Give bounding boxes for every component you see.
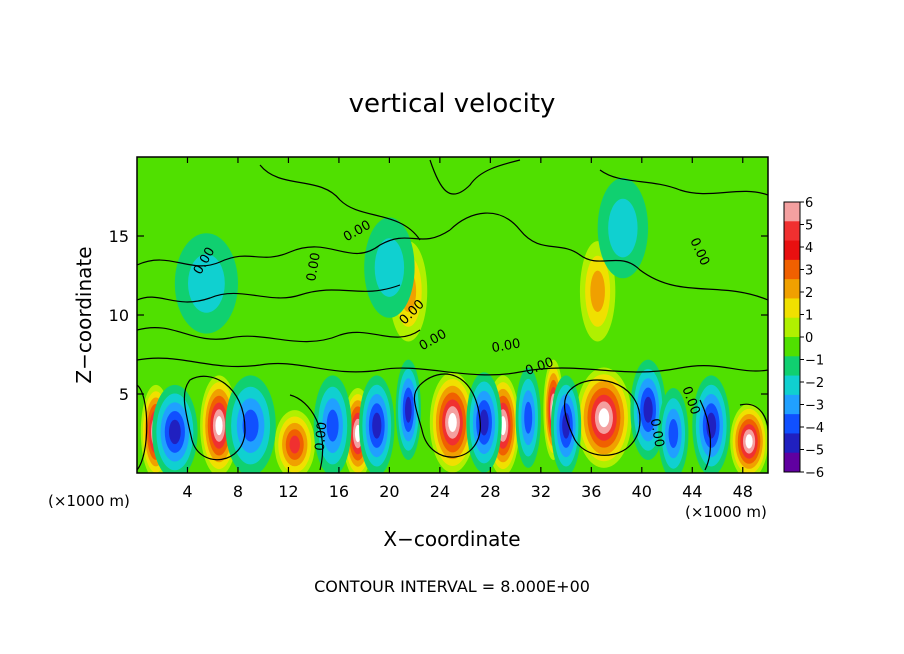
contour-label: 0.00	[647, 417, 667, 448]
x-tick-label: 16	[329, 482, 349, 501]
chart-title: vertical velocity	[349, 89, 556, 119]
velocity-cell-level	[289, 435, 300, 454]
colorbar-tick-label: 6	[805, 196, 813, 211]
x-unit-label: (×1000 m)	[685, 503, 767, 521]
contour-label: 0.00	[313, 421, 330, 451]
y-tick-label: 5	[119, 385, 129, 404]
colorbar-swatch	[784, 317, 800, 338]
colorbar-swatch	[784, 394, 800, 415]
colorbar-swatch	[784, 259, 800, 280]
velocity-cell	[576, 367, 632, 468]
colorbar-tick-label: −5	[805, 444, 824, 459]
colorbar-tick-label: −4	[805, 421, 824, 436]
x-tick-label: 32	[531, 482, 551, 501]
velocity-cell	[364, 217, 415, 318]
velocity-cell-level	[706, 412, 717, 439]
x-tick-label: 36	[581, 482, 601, 501]
colorbar-tick-label: −2	[805, 376, 824, 391]
colorbar-swatch	[784, 279, 800, 299]
z-unit-label: (×1000 m)	[48, 492, 130, 510]
velocity-cell	[692, 375, 731, 473]
x-tick-label: 4	[182, 482, 192, 501]
velocity-cell	[515, 367, 541, 468]
velocity-cell-level	[168, 419, 181, 445]
y-tick-label: 15	[109, 227, 129, 246]
x-axis: 4 8 12 16 20 24 28 32 36 40 44 48	[182, 157, 753, 501]
contour-label: 0.00	[491, 336, 522, 356]
contour-interval-text: CONTOUR INTERVAL = 8.000E+00	[314, 577, 590, 596]
colorbar-tick-label: 1	[805, 309, 813, 324]
velocity-cell-level	[405, 396, 412, 423]
colorbar-swatch	[784, 240, 800, 261]
velocity-cell	[174, 233, 239, 334]
x-tick-label: 24	[430, 482, 450, 501]
colorbar: 6 5 4 3 2 1 0 −1 −2 −3 −4 −5 −6	[783, 196, 824, 481]
velocity-cell	[429, 372, 476, 473]
velocity-cell	[597, 177, 649, 279]
colorbar-tick-label: 4	[805, 241, 813, 256]
velocity-cell	[550, 375, 582, 473]
velocity-cell-level	[448, 412, 457, 432]
velocity-cell-level	[668, 419, 679, 448]
velocity-cells	[140, 177, 768, 473]
colorbar-swatch	[784, 452, 800, 473]
colorbar-swatch	[784, 202, 800, 222]
colorbar-swatch	[784, 298, 800, 319]
velocity-cell-level	[598, 408, 610, 428]
velocity-cell	[466, 372, 502, 473]
velocity-cell-level	[215, 416, 223, 436]
velocity-cell-level	[372, 412, 382, 439]
colorbar-swatch	[784, 375, 800, 396]
x-tick-label: 28	[480, 482, 500, 501]
velocity-cell-level	[242, 409, 259, 442]
colorbar-swatch	[784, 433, 800, 454]
contour-lines	[137, 159, 768, 471]
x-tick-label: 20	[379, 482, 399, 501]
velocity-cell	[274, 410, 315, 473]
velocity-cell-level	[590, 270, 605, 312]
velocity-cell-level	[608, 198, 638, 258]
y-tick-label: 10	[109, 306, 129, 325]
x-tick-label: 40	[632, 482, 652, 501]
colorbar-tick-label: 2	[805, 286, 813, 301]
x-tick-label: 44	[682, 482, 702, 501]
velocity-cell	[730, 403, 768, 473]
colorbar-tick-label: −1	[805, 354, 824, 369]
colorbar-tick-label: −3	[805, 399, 824, 414]
colorbar-swatch	[784, 337, 800, 357]
contour-label: 0.00	[304, 251, 324, 282]
velocity-cell-level	[643, 396, 653, 423]
x-tick-label: 8	[233, 482, 243, 501]
velocity-cell-level	[524, 401, 533, 434]
x-axis-label: X−coordinate	[383, 527, 520, 551]
velocity-cell-level	[326, 409, 339, 442]
x-tick-label: 12	[278, 482, 298, 501]
colorbar-tick-label: 3	[805, 264, 813, 279]
colorbar-swatch	[784, 356, 800, 377]
colorbar-tick-label: 0	[805, 331, 813, 346]
velocity-cell-level	[479, 409, 489, 436]
colorbar-swatch	[784, 221, 800, 242]
y-axis-label: Z−coordinate	[72, 246, 96, 383]
colorbar-swatch	[784, 414, 800, 434]
velocity-cell-level	[562, 412, 570, 439]
velocity-cell	[630, 359, 666, 460]
colorbar-tick-label: 5	[805, 219, 813, 234]
colorbar-tick-label: −6	[805, 466, 824, 481]
velocity-cell	[152, 384, 198, 473]
velocity-cell	[395, 359, 421, 460]
x-tick-label: 48	[733, 482, 753, 501]
y-axis: 5 10 15	[109, 227, 768, 404]
velocity-cell-level	[374, 238, 405, 297]
velocity-cell	[359, 375, 395, 473]
velocity-cell	[658, 388, 689, 473]
velocity-cell-level	[188, 254, 225, 313]
velocity-cell-level	[745, 434, 753, 449]
